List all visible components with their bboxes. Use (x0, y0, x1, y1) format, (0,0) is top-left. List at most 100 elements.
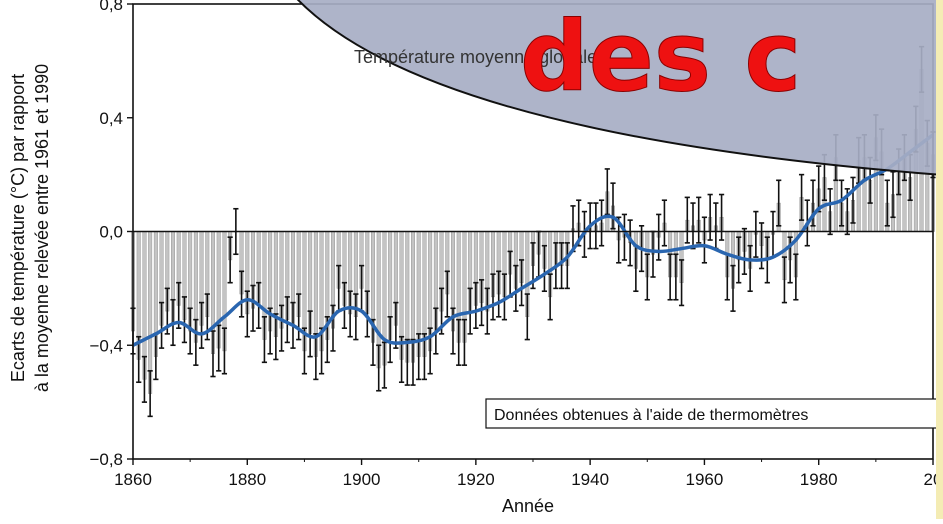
error-bar-1877 (227, 236, 233, 284)
error-bar-1901 (364, 290, 370, 338)
error-bar-1977 (798, 173, 805, 221)
error-bar-1863 (147, 370, 153, 418)
error-bar-1941 (593, 202, 599, 250)
error-bar-1889 (296, 293, 302, 341)
error-bar-1874 (210, 330, 216, 378)
error-bar-1922 (484, 287, 490, 335)
error-bar-1946 (621, 213, 628, 261)
error-bar-1920 (473, 281, 479, 329)
error-bar-1963 (718, 193, 725, 241)
error-bar-1906 (393, 301, 399, 349)
error-bar-1967 (741, 227, 748, 275)
error-bar-1927 (513, 264, 519, 312)
y-tick-label: −0,4 (89, 336, 123, 355)
error-bar-1973 (776, 179, 782, 227)
error-bar-1872 (198, 301, 205, 349)
error-bar-1917 (456, 318, 462, 366)
y-tick-label: −0,8 (89, 450, 123, 469)
error-bar-1869 (181, 296, 188, 344)
error-bar-1923 (490, 273, 496, 321)
smoothed-curve-line (132, 133, 935, 347)
error-bar-1879 (238, 270, 245, 318)
error-bar-1976 (793, 253, 799, 301)
error-bar-1965 (730, 264, 736, 312)
error-bar-1968 (747, 244, 753, 293)
error-bar-1943 (604, 168, 610, 216)
error-bar-1942 (598, 199, 605, 247)
y-axis-label-line2: à la moyenne relevée entre 1961 et 1990 (32, 64, 52, 392)
x-tick-label: 1860 (114, 470, 152, 489)
error-bar-1921 (478, 279, 485, 327)
error-bar-1881 (250, 284, 256, 332)
error-bar-1960 (701, 216, 708, 264)
error-bar-1871 (193, 318, 199, 366)
error-bar-1944 (610, 182, 616, 230)
error-bar-1865 (158, 301, 165, 349)
annotation-frame (485, 398, 943, 429)
x-tick-label: 1980 (800, 470, 838, 489)
error-bar-1929 (524, 293, 530, 341)
error-bar-1961 (707, 193, 713, 241)
error-bar-1883 (261, 316, 268, 364)
error-bar-1876 (221, 327, 228, 375)
error-bar-1886 (278, 304, 285, 352)
error-bar-1950 (644, 253, 650, 301)
overlay-red-text: des c (520, 1, 801, 113)
error-bar-1959 (696, 196, 702, 244)
error-bar-1868 (176, 281, 182, 329)
error-bar-1936 (564, 242, 570, 290)
error-bar-1890 (301, 327, 308, 375)
x-tick-label: 1940 (571, 470, 609, 489)
error-bar-1891 (307, 310, 313, 358)
error-bar-1969 (753, 210, 759, 258)
error-bar-1984 (838, 179, 845, 227)
x-tick-label: 1880 (228, 470, 266, 489)
x-tick-label: 1900 (343, 470, 381, 489)
error-bar-1935 (558, 242, 565, 290)
error-bar-1955 (673, 253, 679, 301)
x-tick-label: 1920 (457, 470, 495, 489)
error-bar-1947 (627, 219, 633, 267)
annotation-text: Données obtenues à l'aide de thermomètre… (494, 407, 808, 424)
error-bar-1957 (684, 196, 690, 244)
error-bar-1925 (501, 273, 508, 321)
error-bar-1956 (678, 259, 685, 307)
annotation-box: Données obtenues à l'aide de thermomètre… (485, 398, 943, 429)
error-bar-1918 (461, 318, 468, 366)
title-overlay: Température moyenne globale des c (296, 0, 943, 177)
error-bar-1915 (444, 270, 450, 318)
chart-title: Température moyenne globale (354, 47, 597, 67)
y-tick-label: 0,8 (99, 0, 123, 14)
error-bar-1905 (387, 316, 393, 364)
error-bar-1974 (781, 256, 788, 304)
y-axis-label-line1: Ecarts de température (°C) par rapport (8, 74, 28, 382)
bar-1863 (148, 231, 153, 394)
error-bar-1986 (850, 176, 856, 224)
error-bar-1911 (421, 333, 428, 381)
error-bar-1933 (547, 273, 553, 321)
error-bar-1953 (661, 199, 668, 247)
overlay-banner-shape (296, 0, 943, 177)
error-bar-1966 (736, 236, 742, 284)
error-bar-1903 (376, 344, 382, 392)
error-bar-1992 (884, 179, 890, 227)
error-bar-1924 (496, 270, 502, 318)
error-bar-1862 (141, 355, 148, 403)
error-bar-1897 (341, 281, 348, 329)
error-bar-1895 (330, 304, 336, 352)
error-bar-1932 (541, 244, 548, 293)
error-bar-1870 (187, 307, 193, 355)
error-bar-1909 (410, 338, 416, 386)
error-bar-1899 (353, 293, 359, 341)
error-bar-1954 (667, 253, 673, 301)
y-tick-label: 0,0 (99, 223, 123, 242)
error-bar-1887 (284, 296, 290, 344)
error-bar-1982 (827, 188, 833, 236)
error-bar-1885 (273, 313, 279, 361)
error-bar-1928 (518, 259, 525, 307)
right-edge-strip (936, 0, 943, 519)
error-bar-1898 (347, 290, 353, 338)
